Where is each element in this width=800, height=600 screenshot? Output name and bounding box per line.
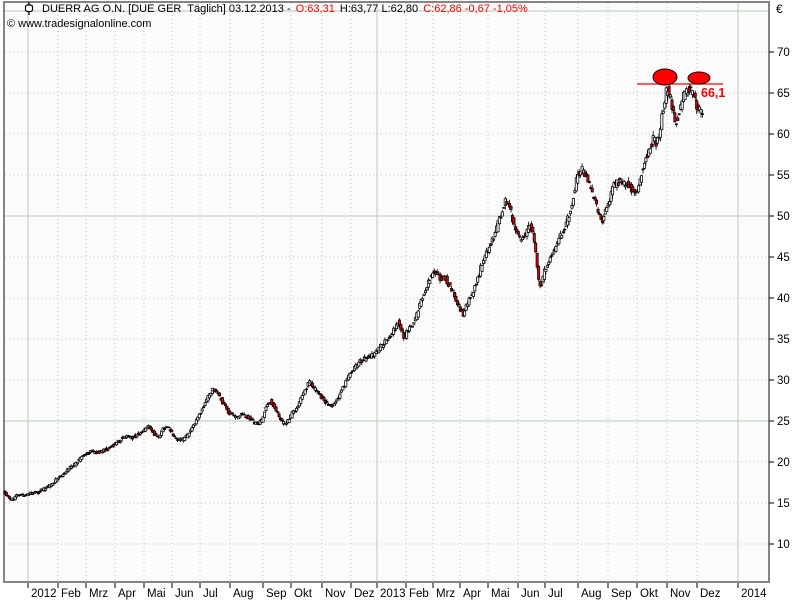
y-axis-label: 60 <box>777 129 790 141</box>
x-axis-label: 2014 <box>741 588 767 600</box>
x-axis-label: Jun <box>521 588 540 600</box>
double-top-ellipse-marker[interactable] <box>687 71 711 85</box>
x-axis-label: 2012 <box>31 588 57 600</box>
y-axis-label: 50 <box>777 211 790 223</box>
legend-high-low-quote: H:63,77 L:62,80 <box>336 2 422 15</box>
legend-open-quote: O:63,31 <box>295 2 335 15</box>
y-axis-label: 25 <box>777 416 790 428</box>
x-axis-label: 2013 <box>380 588 406 600</box>
axis-labels: 70 65 60 55 50 45 40 35 30 25 20 15 10 2012 Feb Mrz Apr M… <box>27 47 790 600</box>
annotations[interactable]: 66,1 <box>637 68 725 100</box>
x-axis-label: Jun <box>175 588 194 600</box>
y-axis-label: 55 <box>777 170 790 182</box>
legend-instrument: DUERR AG O.N. [DUE GER Täglich] 03.12.20… <box>42 2 294 15</box>
copyright-notice: © www.tradesignalonline.com <box>7 18 152 30</box>
candlestick-icon <box>24 2 34 15</box>
y-axis-label: 30 <box>777 375 790 387</box>
x-axis-label: Mai <box>147 588 166 600</box>
x-axis-label: Dez <box>700 588 721 600</box>
y-axis-label: 65 <box>777 88 790 100</box>
x-axis-label: Mrz <box>89 588 108 600</box>
legend-close-change-quote: C:62,86 -0,67 -1,05% <box>423 2 528 15</box>
x-axis-label: Feb <box>61 588 81 600</box>
x-axis-label: Sep <box>266 588 286 600</box>
x-axis-label: Aug <box>581 588 601 600</box>
x-axis-label: Sep <box>611 588 631 600</box>
resistance-price-label: 66,1 <box>701 86 725 100</box>
x-axis-label: Apr <box>118 588 136 600</box>
x-axis-label: Mai <box>491 588 510 600</box>
x-axis-label: Feb <box>409 588 429 600</box>
y-axis-label: 35 <box>777 334 790 346</box>
x-axis-label: Nov <box>670 588 691 600</box>
y-axis-label: 40 <box>777 293 790 305</box>
y-axis-label: 45 <box>777 252 790 264</box>
x-axis-label: Apr <box>463 588 481 600</box>
x-axis-label: Okt <box>294 588 313 600</box>
currency-unit-label: € <box>776 2 783 16</box>
x-axis-label: Mrz <box>436 588 455 600</box>
x-axis-label: Jul <box>203 588 218 600</box>
gridlines <box>5 3 768 581</box>
y-axis-label: 70 <box>777 47 790 59</box>
x-axis-label: Jul <box>548 588 563 600</box>
x-axis-label: Nov <box>325 588 346 600</box>
y-axis-label: 20 <box>777 457 790 469</box>
y-axis-label: 10 <box>777 539 790 551</box>
x-axis-label: Aug <box>233 588 253 600</box>
chart-legend: DUERR AG O.N. [DUE GER Täglich] 03.12.20… <box>24 2 528 15</box>
y-axis-label: 15 <box>777 498 790 510</box>
x-axis-label: Dez <box>354 588 375 600</box>
plot-frame <box>3 1 770 583</box>
candlestick-series <box>3 83 704 502</box>
x-axis-label: Okt <box>640 588 659 600</box>
double-top-ellipse-marker[interactable] <box>652 68 678 86</box>
